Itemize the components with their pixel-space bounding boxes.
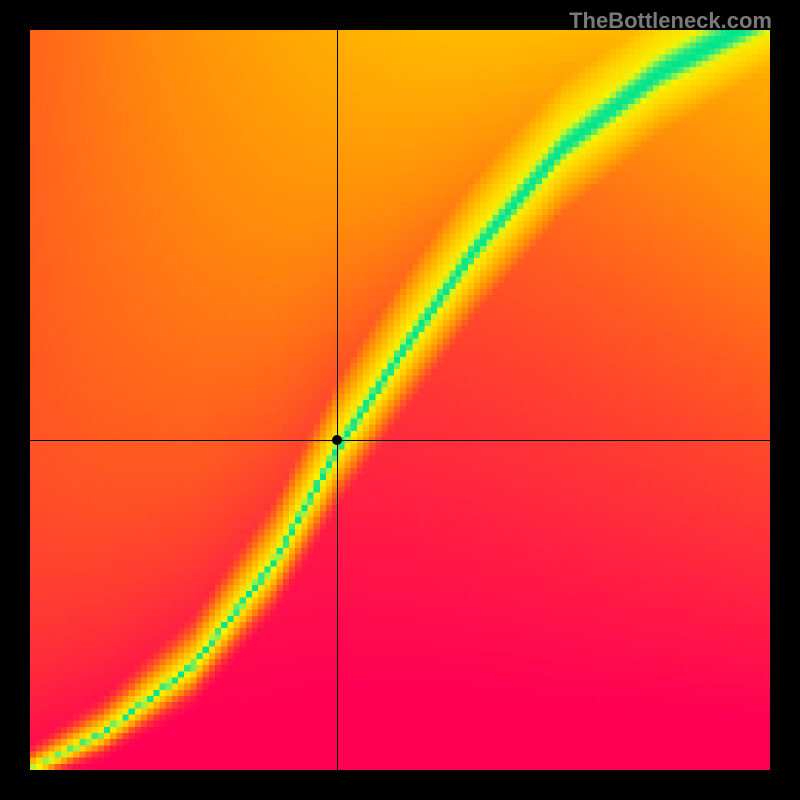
heatmap-canvas xyxy=(30,30,770,770)
heatmap-plot xyxy=(30,30,770,770)
watermark-text: TheBottleneck.com xyxy=(569,8,772,34)
crosshair-marker xyxy=(332,435,342,445)
chart-container: { "watermark": "TheBottleneck.com", "cha… xyxy=(0,0,800,800)
crosshair-horizontal xyxy=(30,440,770,441)
crosshair-vertical xyxy=(337,30,338,770)
